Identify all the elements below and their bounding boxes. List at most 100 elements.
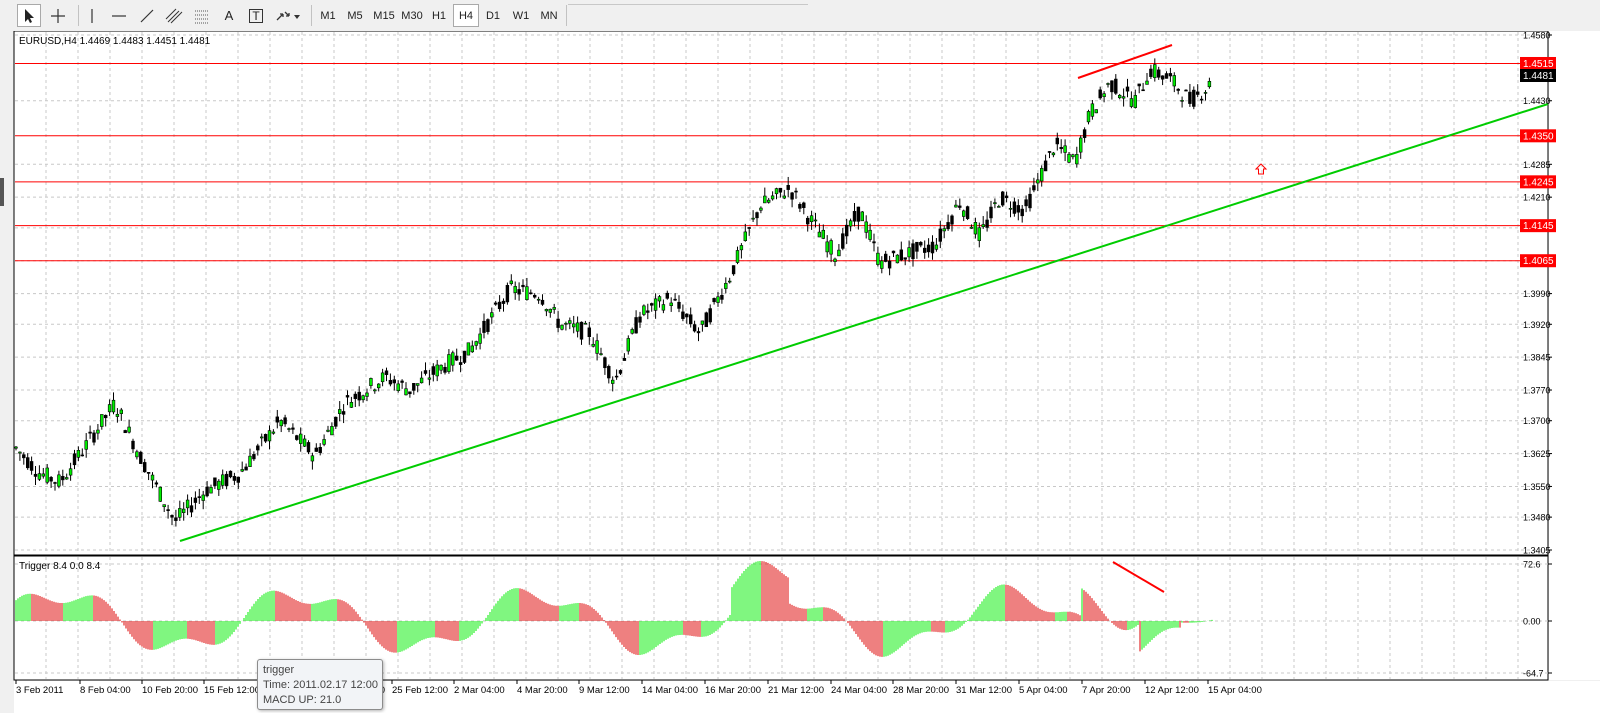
candle-body <box>330 426 334 436</box>
candle-body <box>146 472 151 474</box>
candle-body <box>692 324 697 332</box>
candle-body <box>439 364 443 371</box>
candle-body <box>934 244 939 250</box>
trendline-tool-button[interactable] <box>135 4 159 27</box>
divergence-line-indicator[interactable] <box>1112 561 1165 593</box>
crosshair-tool-button[interactable] <box>45 4 71 27</box>
level-label: 1.4065 <box>1523 256 1554 267</box>
chart-grid <box>15 32 1548 679</box>
candle-body <box>80 454 85 457</box>
candle-body <box>256 445 260 451</box>
price-axis[interactable] <box>1549 31 1600 680</box>
fibonacci-tool-button[interactable] <box>190 4 214 27</box>
indicator-label: 72.6 <box>1523 560 1541 570</box>
text-label-tool-button[interactable]: T <box>245 4 267 27</box>
timeframe-h1-button[interactable]: H1 <box>431 9 447 22</box>
candle-body <box>435 364 439 377</box>
candle-body <box>458 362 463 365</box>
candle-body <box>1133 95 1138 108</box>
time-label: 5 Apr 04:00 <box>1019 685 1068 696</box>
candle-body <box>688 314 693 325</box>
channel-icon <box>165 8 183 23</box>
chart-canvas[interactable]: 1.45801.44301.42851.42101.41401.40651.39… <box>0 31 1600 713</box>
candle-body <box>513 286 517 293</box>
text-tool-button[interactable]: A <box>218 4 240 27</box>
candle-body <box>1160 75 1165 80</box>
candle-body <box>201 494 205 501</box>
timeframe-m30-button[interactable]: M30 <box>401 9 423 22</box>
tooltip-title: trigger <box>263 664 295 676</box>
candle-body <box>1051 152 1056 156</box>
candle-body <box>634 317 638 334</box>
candle-body <box>685 313 689 318</box>
candle-body <box>252 454 256 460</box>
time-label: 7 Apr 20:00 <box>1082 685 1131 696</box>
candle-body <box>1028 193 1032 209</box>
candle-body <box>1020 208 1024 217</box>
timeframe-m15-button[interactable]: M15 <box>373 9 395 22</box>
candle-body <box>392 379 396 384</box>
up-arrow-icon[interactable] <box>1254 163 1268 175</box>
time-label: 31 Mar 12:00 <box>956 685 1012 696</box>
candle-body <box>864 221 868 233</box>
candle-body <box>915 241 919 252</box>
candle-body <box>1024 199 1028 207</box>
candle-body <box>84 440 88 450</box>
candle-body <box>1082 129 1087 138</box>
channel-tool-button[interactable] <box>162 4 186 27</box>
candle-body <box>911 243 915 260</box>
candle-body <box>544 309 549 312</box>
candle-body <box>930 241 935 254</box>
candle-body <box>72 453 77 466</box>
candle-body <box>158 486 162 502</box>
timeframe-w1-button[interactable]: W1 <box>512 9 530 22</box>
candle-body <box>306 442 311 453</box>
candle-body <box>369 378 373 386</box>
candle-body <box>162 504 166 508</box>
candle-body <box>357 391 361 401</box>
candle-body <box>365 392 369 397</box>
candle-body <box>490 312 494 318</box>
candle-body <box>244 466 248 471</box>
candle-body <box>942 228 946 232</box>
divergence-line-price[interactable] <box>1077 44 1173 79</box>
time-label: 15 Apr 04:00 <box>1208 685 1262 696</box>
timeframe-mn-button[interactable]: MN <box>540 9 558 22</box>
candle-body <box>185 499 190 509</box>
candle-body <box>213 477 217 486</box>
candle-body <box>478 333 482 344</box>
candle-body <box>661 304 666 311</box>
trendline[interactable] <box>179 103 1549 542</box>
time-label: 8 Feb 04:00 <box>80 685 131 696</box>
candle-body <box>778 187 783 193</box>
candle-body <box>115 413 120 417</box>
candle-body <box>521 284 525 288</box>
candle-body <box>388 380 393 385</box>
candle-body <box>560 324 564 330</box>
cursor-tool-button[interactable] <box>17 4 41 27</box>
candle-body <box>1000 191 1005 206</box>
candle-body <box>419 377 424 384</box>
timeframe-m1-button[interactable]: M1 <box>320 9 336 22</box>
candle-body <box>993 202 997 205</box>
main-chart-area[interactable] <box>13 31 1549 556</box>
candle-body <box>345 395 350 398</box>
time-label: 12 Apr 12:00 <box>1145 685 1199 696</box>
arrows-tool-button[interactable] <box>273 4 303 27</box>
candle-body <box>174 517 178 521</box>
timeframe-m5-button[interactable]: M5 <box>347 9 363 22</box>
candle-body <box>501 300 506 304</box>
candle-body <box>271 431 276 434</box>
candle-body <box>708 308 712 323</box>
candle-body <box>525 286 529 300</box>
candle-body <box>166 509 170 512</box>
vertical-line-tool-button[interactable] <box>82 4 102 27</box>
timeframe-d1-button[interactable]: D1 <box>485 9 501 22</box>
horizontal-line-tool-button[interactable] <box>107 4 131 27</box>
candle-body <box>14 446 18 449</box>
tooltip-time: Time: 2011.02.17 12:00 <box>263 679 378 691</box>
candle-body <box>965 206 970 219</box>
candle-body <box>1071 154 1075 158</box>
timeframe-h4-button[interactable]: H4 <box>453 4 479 27</box>
candle-body <box>731 265 736 275</box>
